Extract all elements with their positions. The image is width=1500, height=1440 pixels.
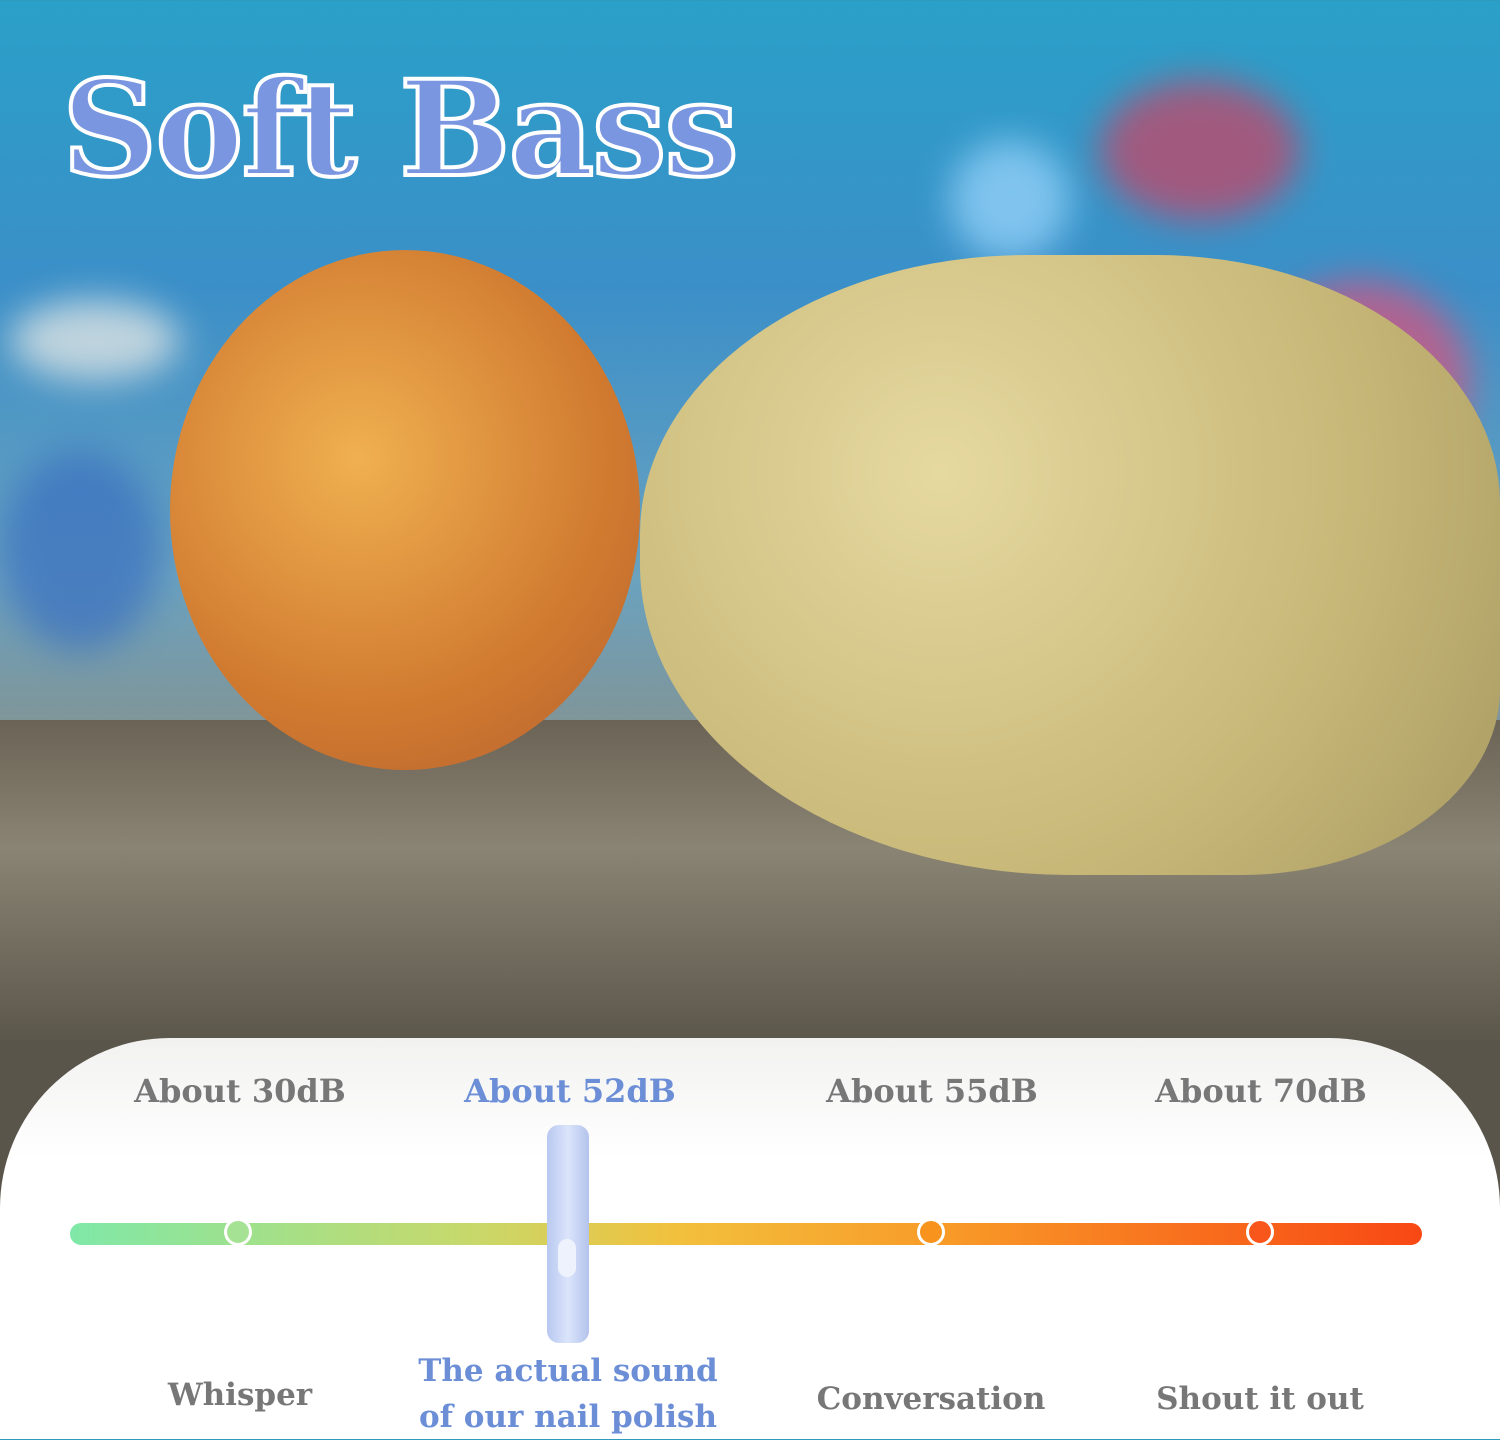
marker-shout — [1246, 1218, 1274, 1246]
desc-shout: Shout it out — [1156, 1381, 1364, 1417]
db-label-conversation: About 55dB — [826, 1072, 1038, 1110]
device-button — [558, 1239, 576, 1277]
orange-lizard — [170, 250, 640, 770]
headline-title: Soft Bass — [60, 50, 741, 209]
green-lizard — [640, 255, 1500, 875]
desc-product-line-1: The actual sound — [418, 1353, 718, 1389]
db-label-whisper: About 30dB — [134, 1072, 346, 1110]
marker-whisper — [224, 1218, 252, 1246]
marker-conversation — [917, 1218, 945, 1246]
desc-whisper: Whisper — [167, 1377, 313, 1413]
desc-product-line-2: of our nail polish — [418, 1399, 717, 1435]
desc-conversation: Conversation — [816, 1381, 1046, 1417]
nail-drill-device-image — [547, 1125, 589, 1343]
sound-level-gradient-bar — [70, 1223, 1422, 1245]
desc-product: The actual sound of our nail polish — [408, 1348, 728, 1440]
db-label-product: About 52dB — [464, 1072, 676, 1110]
db-label-shout: About 70dB — [1155, 1072, 1367, 1110]
